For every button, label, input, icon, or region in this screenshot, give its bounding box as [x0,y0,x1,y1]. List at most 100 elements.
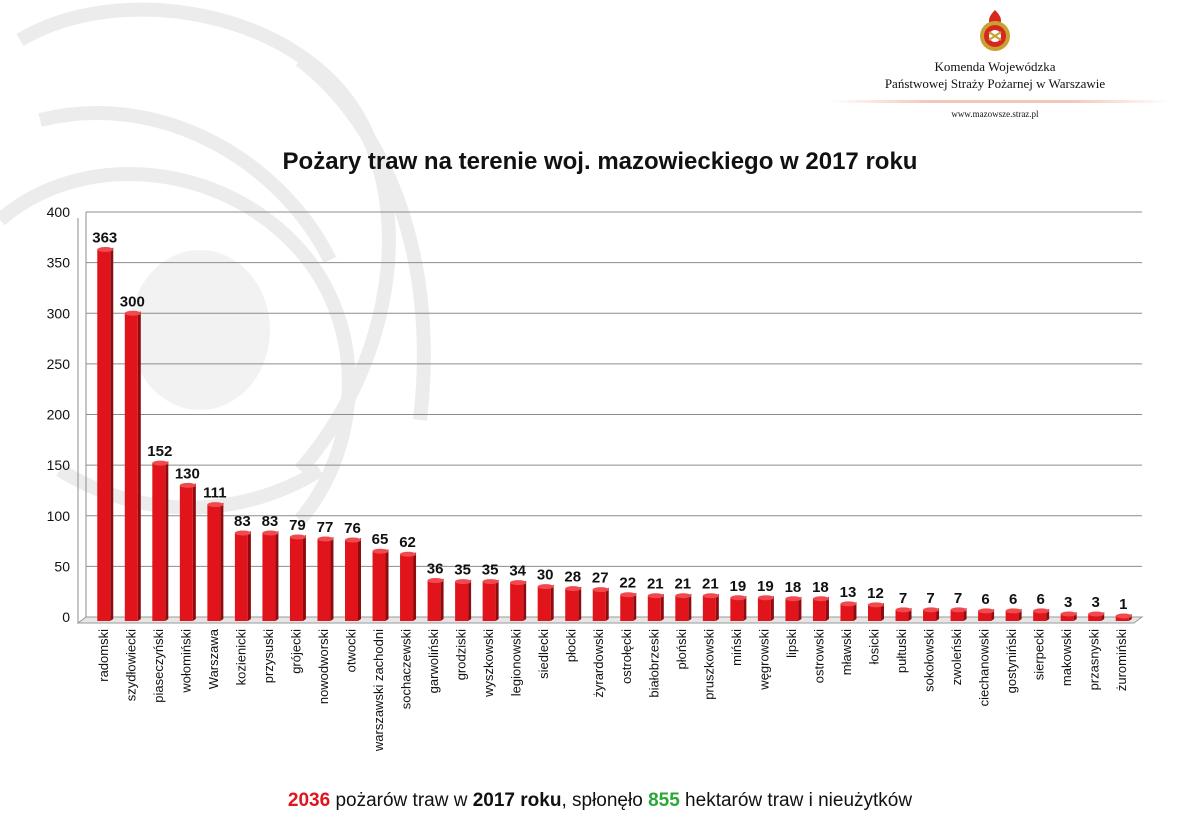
bar-side [247,530,251,621]
bar-top [702,593,719,599]
bar-top [262,530,279,536]
bar [923,609,937,621]
bar [1060,613,1074,621]
bar [592,589,606,621]
bar-side [137,311,141,621]
x-tick-label: grodziski [454,629,469,680]
bar-top [234,530,251,536]
y-tick-label: 150 [47,457,71,473]
data-label: 65 [372,531,389,548]
y-tick-label: 300 [47,305,71,321]
data-label: 21 [647,576,664,593]
bar [675,595,689,621]
x-tick-label: żyrardowski [591,629,606,698]
bar [1033,610,1047,621]
x-tick-label: miński [729,629,744,666]
bar-side [110,247,114,621]
data-label: 34 [509,563,526,580]
bar-top [923,607,940,613]
bar-side [302,535,306,621]
header: Komenda Wojewódzka Państwowej Straży Poż… [830,8,1170,119]
x-tick-label: węgrowski [756,629,771,691]
y-tick-label: 400 [47,204,71,220]
data-label: 36 [427,561,444,578]
bar-top [565,586,582,592]
bar-side [743,595,747,621]
x-tick-label: sochaczewski [399,629,414,709]
x-tick-label: pruszkowski [701,629,716,700]
bar-top [510,580,527,586]
bar-top [124,310,141,316]
bar-top [840,601,857,607]
x-tick-label: mławski [839,629,854,675]
bar-top [592,587,609,593]
x-tick-label: ostrowski [811,629,826,683]
bar-top [207,502,224,508]
x-tick-label: przysuski [261,629,276,683]
data-label: 6 [1009,591,1017,608]
bar [262,532,276,621]
data-label: 30 [537,567,554,584]
data-label: 7 [926,590,934,607]
bar-side [523,580,527,621]
data-label: 3 [1064,594,1072,611]
bar [317,539,331,621]
y-tick-label: 250 [47,356,71,372]
data-label: 1 [1119,596,1127,613]
bar [950,609,964,621]
bar-top [1005,608,1022,614]
bar [1005,610,1019,621]
bar-side [495,579,499,621]
bar [427,580,441,621]
bar [372,551,386,621]
bar [510,582,524,621]
x-tick-label: sierpecki [1032,629,1047,680]
bar-top [1088,611,1105,617]
bar-side [550,584,554,621]
x-tick-label: grójecki [288,629,303,674]
bar-side [440,578,444,621]
fire-brigade-emblem-icon [980,10,1010,51]
hectares-count: 855 [648,790,680,811]
bar [868,604,881,621]
bar [482,581,496,621]
data-label: 28 [564,569,581,586]
x-tick-label: gostyniński [1004,629,1019,693]
bar [730,597,744,621]
data-label: 62 [399,534,416,551]
x-tick-label: otwocki [344,629,359,672]
data-label: 300 [120,293,145,310]
bar-top [345,537,361,543]
bar [647,595,661,621]
organization-name-line1: Komenda Wojewódzka [934,59,1056,74]
x-tick-label: żuromiński [1114,629,1129,691]
bar-side [688,593,692,621]
bar [289,537,303,621]
x-tick-label: pułtuski [894,629,909,673]
bar-side [825,596,829,621]
data-label: 21 [702,576,719,593]
x-tick-label: sokołowski [922,629,937,692]
x-tick-label: szydłowiecki [123,629,138,701]
bar-top [675,593,692,599]
x-tick-label: garwoliński [426,629,441,693]
x-tick-label: łosicki [867,629,882,665]
bar-side [715,593,719,621]
bar-side [413,552,417,621]
data-label: 22 [619,575,636,592]
x-tick-label: warszawski zachodni [371,629,386,752]
bar-top [400,551,417,557]
x-tick-label: płoński [674,629,689,670]
footer-summary: 2036 pożarów traw w 2017 roku, spłonęło … [0,790,1200,812]
x-tick-label: białobrzeski [646,629,661,698]
bar-top [152,460,169,466]
bar [812,598,826,621]
bar [124,313,138,621]
bar [537,586,551,621]
bar-top [868,602,884,608]
data-label: 76 [344,520,361,537]
footer-text-3: hektarów traw i nieużytków [679,790,913,811]
bar [1088,613,1102,621]
bar-side [770,595,774,621]
data-label: 79 [289,517,306,534]
